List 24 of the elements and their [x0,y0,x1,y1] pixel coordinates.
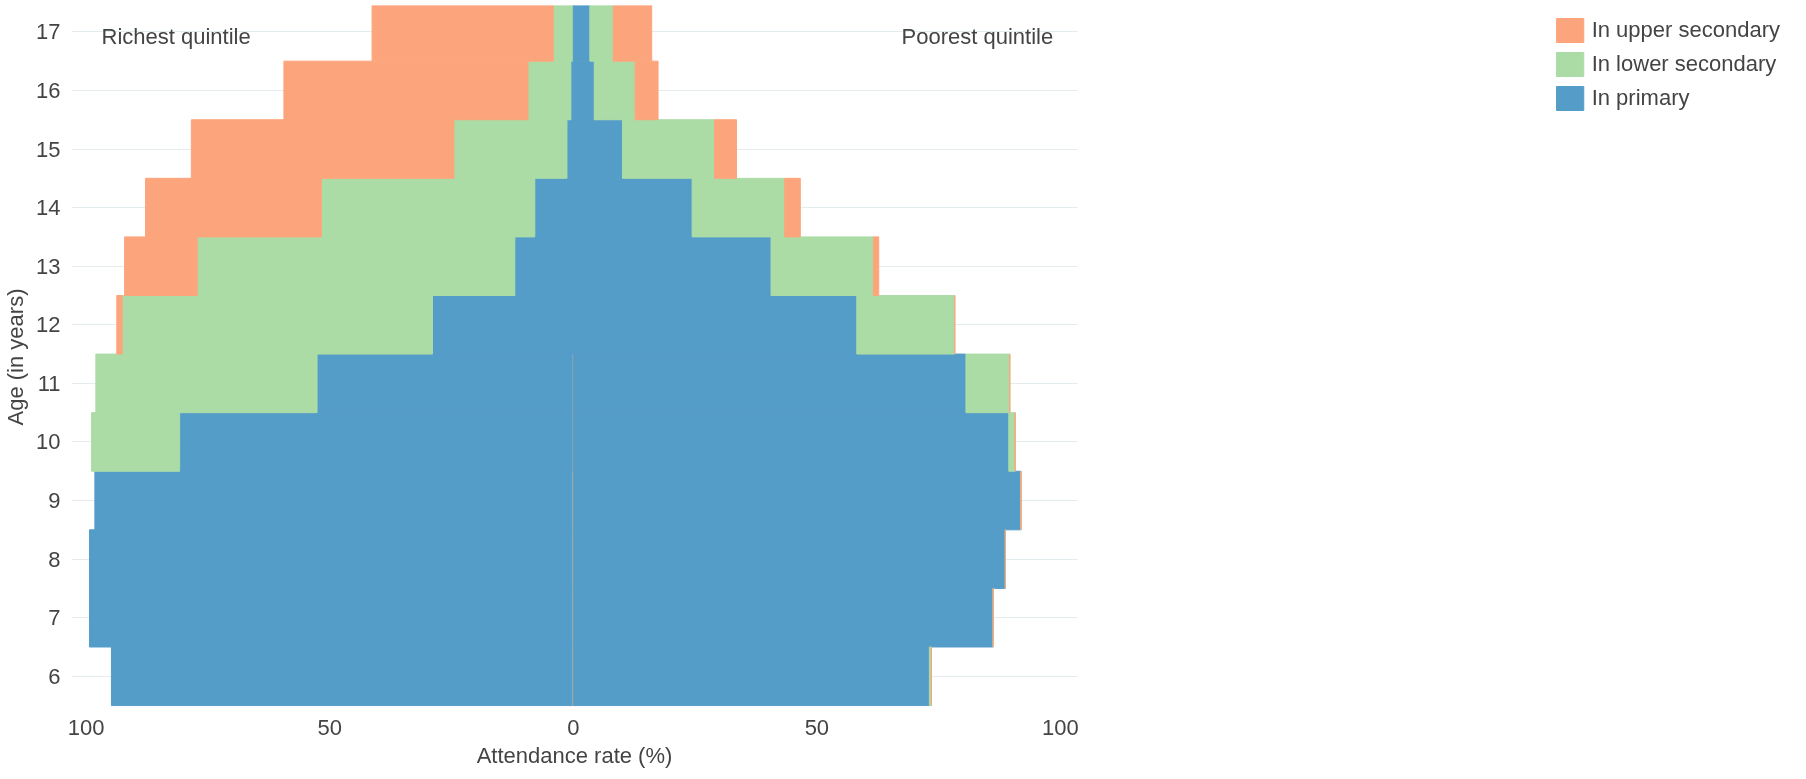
legend-label: In upper secondary [1591,17,1780,43]
annotation: Poorest quintile [901,24,1054,50]
y-tick-label: 16 [36,77,61,103]
y-tick-label: 17 [36,19,61,45]
y-tick-label: 8 [48,546,61,572]
x-tick-label: 100 [67,714,105,740]
annotation: Richest quintile [101,24,251,50]
legend-label: In lower secondary [1591,51,1777,77]
y-tick-label: 14 [36,195,61,221]
x-tick-label: 50 [317,714,342,740]
legend-label: In primary [1591,85,1690,111]
y-tick-label: 12 [36,312,61,338]
y-tick-label: 9 [48,488,61,514]
y-tick-label: 11 [37,370,61,396]
x-tick-label: 100 [1042,714,1079,740]
y-tick-label: 7 [48,605,61,631]
x-tick-label: 0 [567,714,580,740]
x-tick-label: 50 [804,714,830,740]
y-axis-title: Age (in years) [3,288,29,426]
y-tick-label: 10 [36,429,61,455]
x-axis-title: Attendance rate (%) [476,742,673,768]
y-tick-label: 6 [48,663,61,689]
y-tick-label: 13 [36,253,61,279]
y-tick-label: 15 [36,136,61,162]
